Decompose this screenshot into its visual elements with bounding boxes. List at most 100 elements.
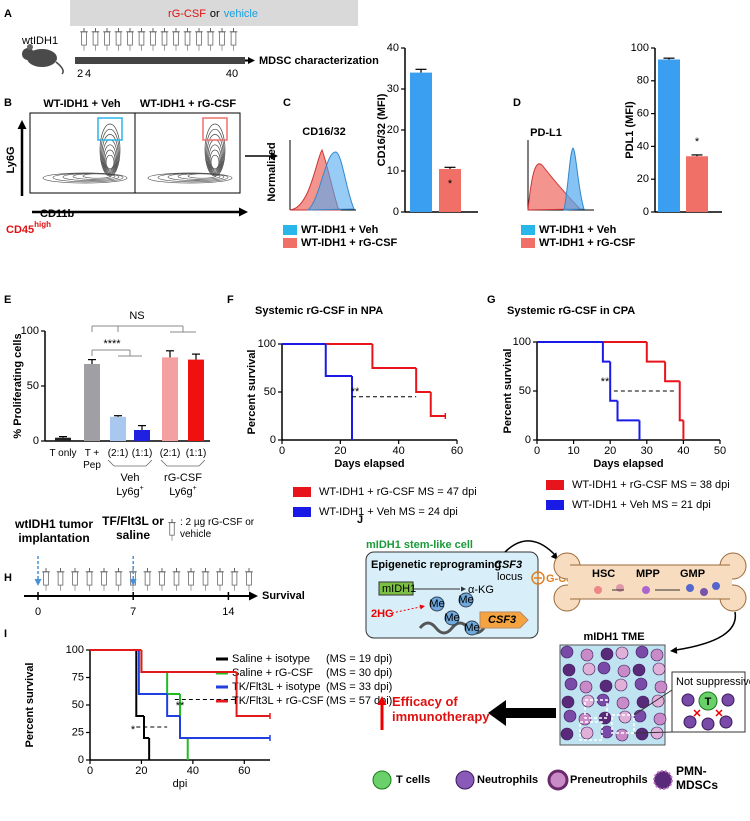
y-tick-label: 100	[631, 42, 649, 54]
arrow-head	[377, 696, 387, 705]
legend-swatch	[546, 500, 564, 510]
tme-cell	[560, 645, 574, 659]
y-tick-label: 20	[387, 124, 399, 136]
tme-cell	[616, 696, 630, 710]
legend-icon	[455, 770, 475, 790]
contour	[204, 123, 226, 177]
zoom-line	[633, 731, 673, 734]
legend-label: TK/Flt3L + isotype	[232, 681, 321, 693]
syringe-icon	[246, 571, 252, 586]
y-tick-label: 25	[72, 726, 84, 738]
legend-label: T cells	[396, 774, 430, 786]
y-axis-label: CD16/32 (MFI)	[376, 93, 388, 166]
contour	[210, 154, 220, 170]
legend-label: WT-IDH1 + Veh	[539, 224, 617, 236]
survival-step	[664, 361, 680, 383]
tme-cell	[562, 663, 576, 677]
survival-step	[179, 716, 270, 739]
y-tick-label: 50	[72, 699, 84, 711]
significance: *	[448, 178, 453, 190]
error-bar	[88, 359, 96, 364]
arrow-head	[17, 120, 27, 129]
legend-label: WT-IDH1 + Veh	[301, 224, 379, 236]
connector: or	[210, 8, 220, 20]
bar	[410, 72, 432, 212]
arrow-head	[34, 579, 42, 586]
y-tick-label: 0	[33, 435, 39, 447]
bar	[188, 359, 204, 441]
legend-label: WT-IDH1 + rG-CSF MS = 47 dpi	[319, 486, 477, 498]
significance: NS	[129, 310, 144, 322]
cell-icon	[594, 586, 602, 594]
tme-cell	[653, 712, 667, 726]
y-tick-label: 40	[387, 42, 399, 54]
tme-gate	[584, 699, 608, 719]
inset-label: Not suppressive	[676, 676, 750, 688]
panel-label: G	[487, 294, 496, 306]
survival-step	[166, 694, 180, 717]
tme-cell	[632, 663, 646, 677]
gate-label: CD45high	[6, 220, 51, 236]
x-tick-label: 0	[534, 445, 540, 457]
x-tick-label: 20	[334, 445, 346, 457]
legend-icon	[653, 770, 673, 790]
blocked	[715, 709, 723, 717]
y-tick-label: 100	[513, 336, 531, 348]
arrow-head	[249, 591, 258, 601]
error-bar	[138, 425, 146, 430]
progenitor-label: HSC	[592, 568, 615, 580]
tme-gate	[579, 721, 603, 741]
progenitor-label: GMP	[680, 568, 705, 580]
cell-title: mIDH1 stem-like cell	[366, 539, 473, 551]
tme-cell	[582, 662, 596, 676]
methyl	[458, 592, 474, 608]
syringe-icon	[72, 571, 78, 586]
syringe-icon	[161, 31, 168, 46]
methyl-label: Me	[429, 598, 444, 610]
tme-cell	[580, 648, 594, 662]
panel-label: F	[227, 294, 234, 306]
error-bar	[192, 353, 200, 360]
error-bar	[415, 68, 427, 73]
histogram	[306, 151, 355, 211]
legend-label: WT-IDH1 + Veh MS = 24 dpi	[319, 506, 458, 518]
tme-cell	[650, 648, 664, 662]
marker-sup: +	[193, 485, 197, 492]
significance: *	[131, 724, 136, 736]
legend-label: Neutrophils	[477, 774, 538, 786]
survival-step	[645, 342, 666, 363]
cell-icon	[642, 586, 650, 594]
survival-step	[140, 650, 237, 673]
tme-cell	[618, 710, 632, 724]
control: vehicle	[224, 8, 258, 20]
legend-ms-label: (MS = 19 dpi)	[326, 653, 392, 665]
error-bar	[663, 57, 675, 60]
chart-title: Systemic rG-CSF in CPA	[507, 305, 635, 317]
legend-label: WT-IDH1 + Veh MS = 21 dpi	[572, 499, 711, 511]
significance: **	[351, 386, 360, 398]
survival-step	[235, 672, 270, 717]
treatment: rG-CSF	[168, 8, 206, 20]
significance: **	[601, 376, 610, 388]
plus-sign	[531, 571, 545, 585]
arrow-head	[239, 207, 248, 217]
outcome-label: Efficacy of immunotherapy	[392, 694, 490, 724]
x-tick-label: 30	[641, 445, 653, 457]
panel-label: I	[4, 628, 7, 640]
syringe-icon	[230, 31, 237, 46]
tme-cell	[652, 662, 666, 676]
legend-swatch	[546, 480, 564, 490]
syringe-icon	[127, 31, 133, 46]
syringe-icon	[196, 31, 202, 46]
plot-title: WT-IDH1 + Veh	[43, 98, 121, 110]
syringe-icon	[101, 571, 107, 586]
syringe-icon	[217, 571, 223, 586]
blocked	[693, 709, 701, 717]
x-tick-label: T only	[49, 448, 77, 459]
tme-cell	[599, 679, 613, 693]
tme-cell	[634, 677, 648, 691]
arrow-head	[129, 579, 137, 586]
methyl-label: Me	[464, 622, 479, 634]
flow-plot	[134, 112, 241, 194]
contour	[103, 144, 117, 172]
